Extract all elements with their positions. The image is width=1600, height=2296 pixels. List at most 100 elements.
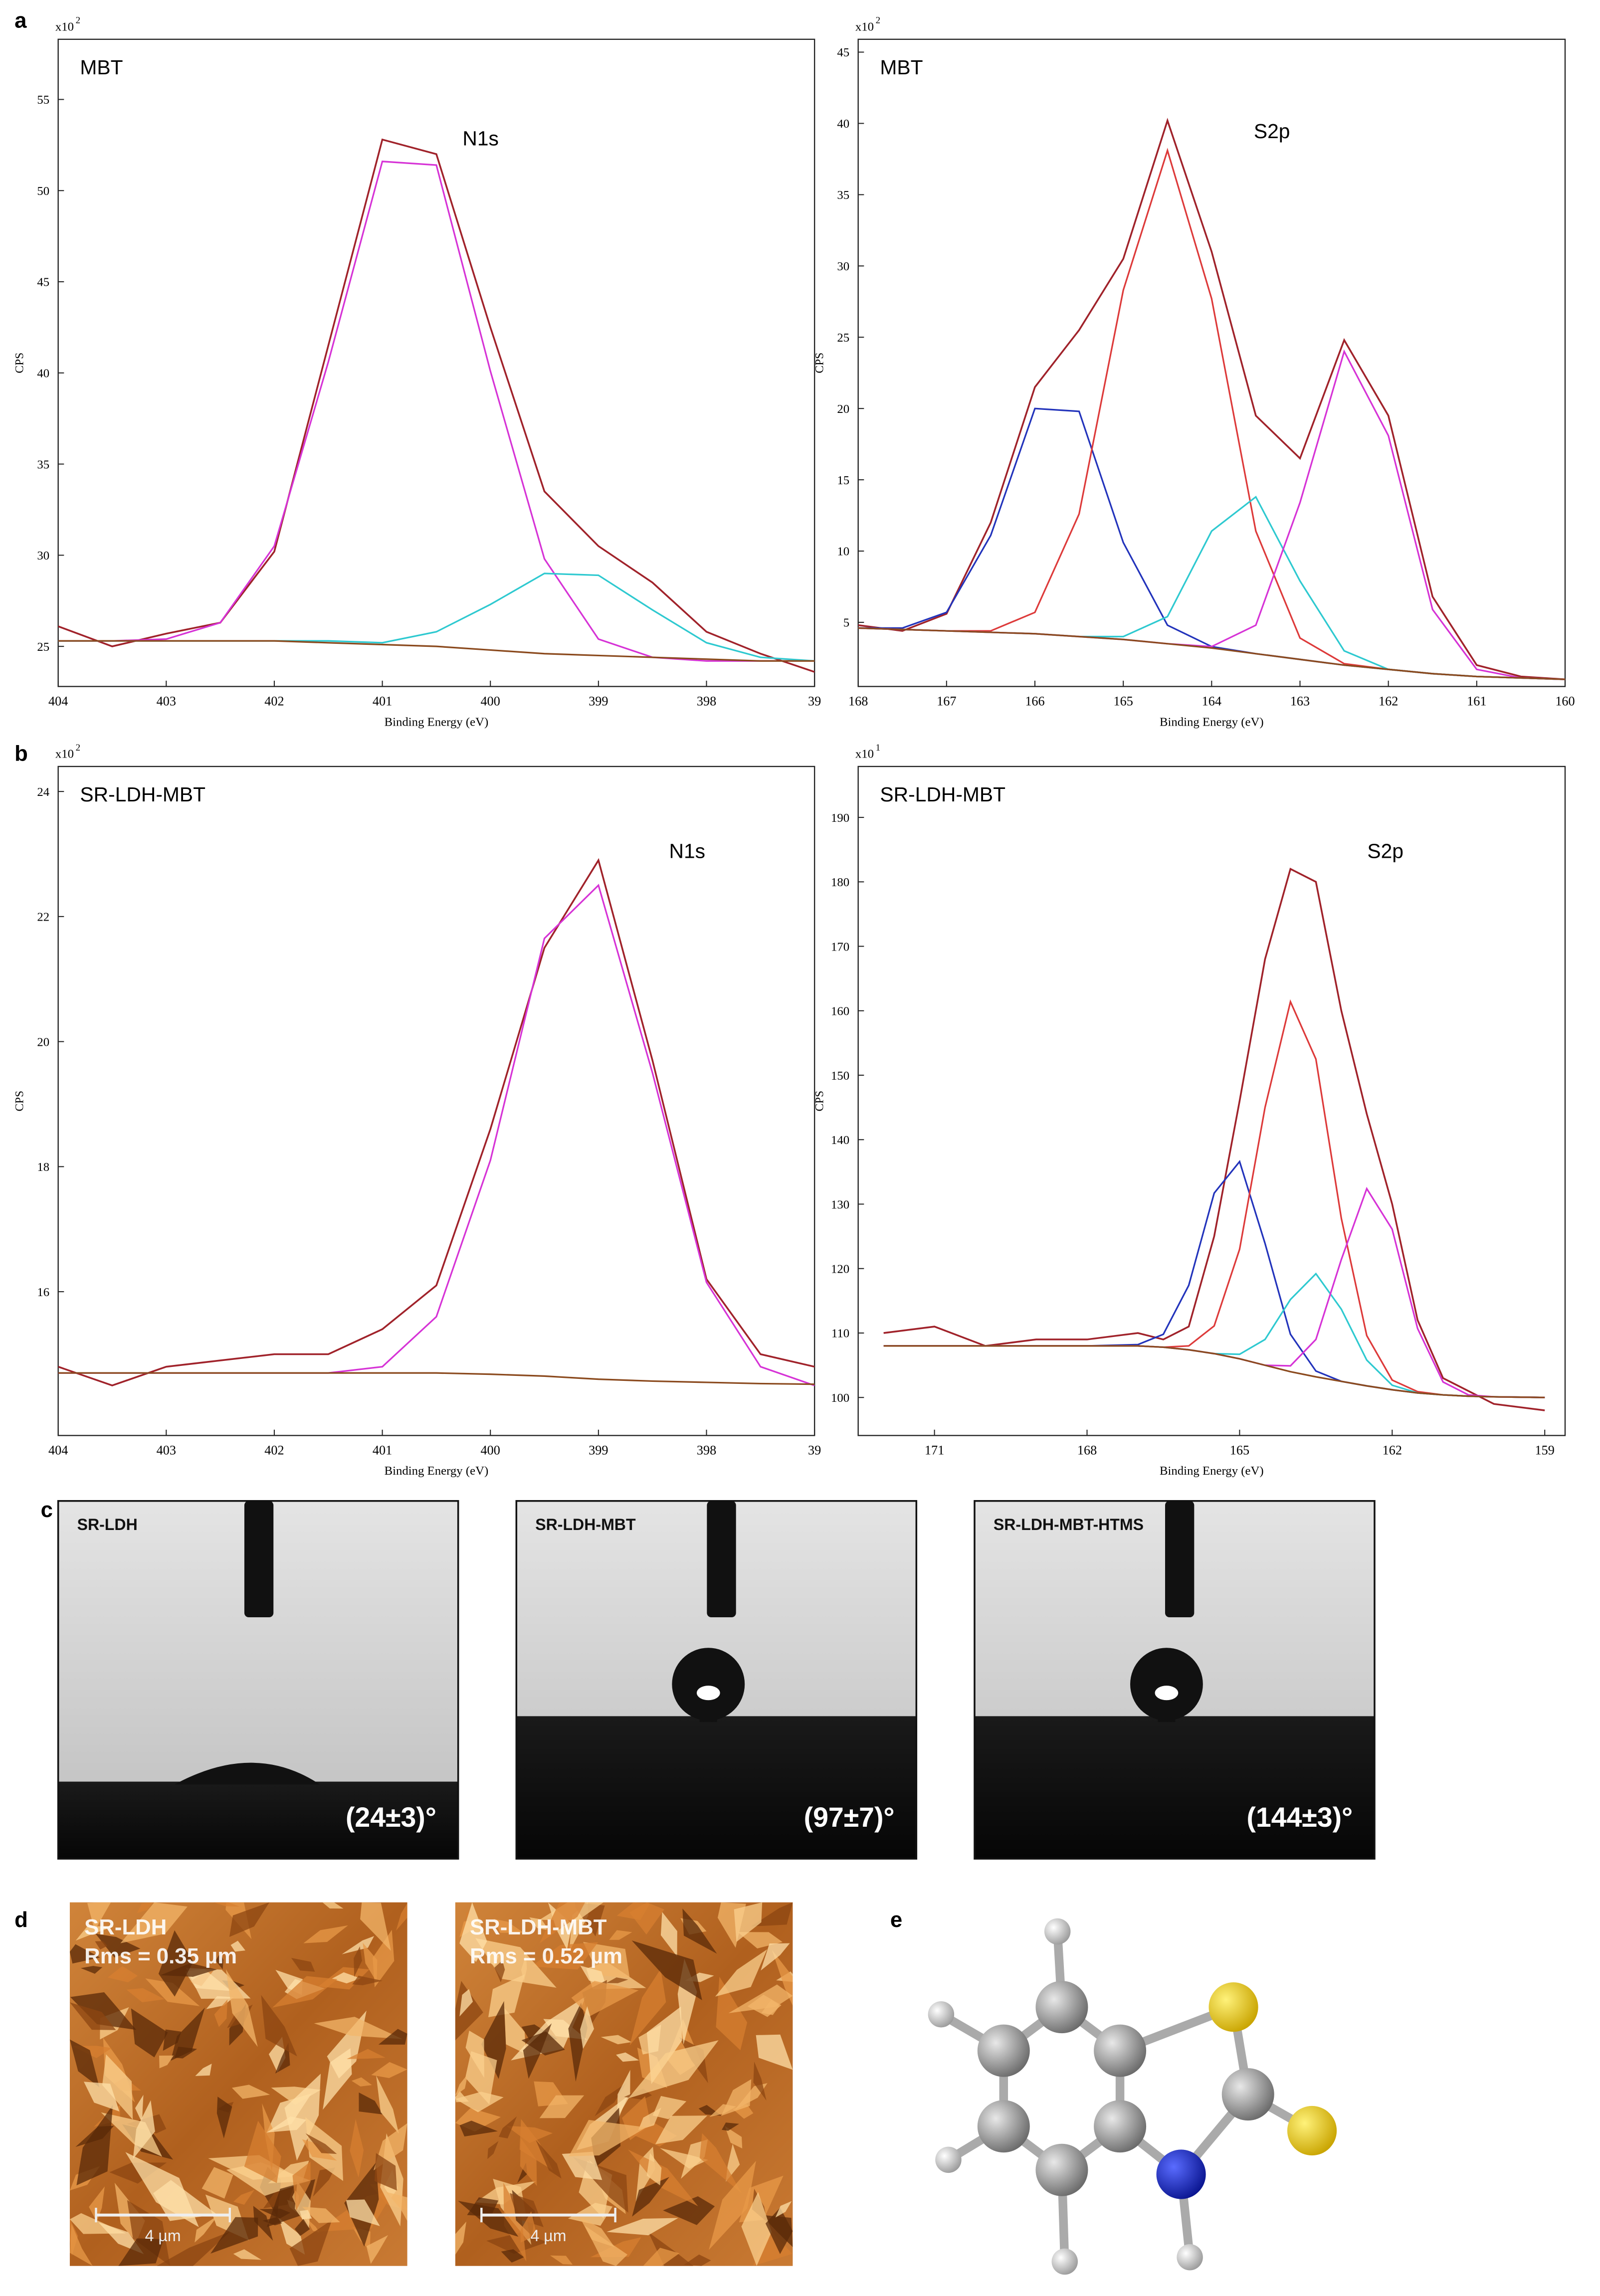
afm-texture xyxy=(89,2186,105,2222)
xps-chart: 171 168 165 162 159 100 110 120 130 140 150 160 170 1… xyxy=(813,743,1566,1478)
afm-texture xyxy=(102,2054,133,2120)
afm-texture xyxy=(352,1975,383,1985)
scale-label: 4 µm xyxy=(145,2227,181,2245)
afm-texture xyxy=(684,2254,711,2266)
afm-texture xyxy=(396,1903,407,1931)
afm-texture xyxy=(322,1902,344,1909)
contact-angle: (97±7)° xyxy=(804,1802,895,1833)
sample-label: MBT xyxy=(80,56,123,79)
y-tick-label: 25 xyxy=(837,331,849,345)
afm-texture xyxy=(80,1966,103,1974)
afm-texture xyxy=(728,1984,793,2013)
afm-texture xyxy=(174,2046,198,2059)
afm-texture xyxy=(69,1944,100,1964)
y-tick-label: 40 xyxy=(837,117,849,131)
afm-texture xyxy=(313,2167,335,2197)
series-line xyxy=(58,573,815,662)
afm-texture xyxy=(87,1902,111,1931)
afm-texture xyxy=(354,1946,362,1977)
y-tick-label: 35 xyxy=(37,458,49,471)
afm-texture xyxy=(539,2095,585,2118)
afm-texture xyxy=(725,2126,743,2149)
series-line xyxy=(58,161,815,662)
y-tick-label: 10 xyxy=(837,545,849,559)
afm-texture xyxy=(69,2002,116,2030)
afm-texture xyxy=(488,1974,525,2018)
x-tick-label: 159 xyxy=(1535,1443,1555,1457)
y-tick-label: 30 xyxy=(37,549,49,563)
afm-texture xyxy=(580,1965,606,1986)
afm-texture xyxy=(376,2075,399,2134)
x-tick-label: 400 xyxy=(481,694,500,708)
afm-texture xyxy=(120,1902,188,1943)
panel-label: d xyxy=(14,1908,28,1932)
afm-texture xyxy=(360,1902,391,1951)
afm-texture xyxy=(323,2048,352,2110)
plot-frame xyxy=(57,765,815,1436)
atom xyxy=(1221,2068,1274,2121)
afm-texture xyxy=(107,1966,138,1983)
contact-angle-image: SR-LDH-MBT-HTMS (144±3)° xyxy=(974,1500,1376,1860)
afm-texture xyxy=(722,2122,739,2131)
x-tick-label: 401 xyxy=(373,694,392,708)
x-tick-label: 399 xyxy=(589,1443,608,1457)
panel-label: a xyxy=(14,8,27,32)
y-tick-label: 20 xyxy=(837,402,849,416)
droplet xyxy=(174,1762,320,1785)
plot-frame xyxy=(57,38,815,687)
y-scale-base: x10 xyxy=(855,20,874,33)
afm-texture xyxy=(632,2177,670,2217)
afm-texture xyxy=(233,2249,262,2260)
afm-texture xyxy=(206,1996,234,2009)
y-tick-label: 40 xyxy=(37,367,49,381)
afm-texture xyxy=(628,2040,719,2099)
atom xyxy=(1094,2024,1147,2077)
x-axis-label: Binding Energy (eV) xyxy=(385,715,489,729)
afm-texture xyxy=(475,1938,557,1988)
droplet xyxy=(672,1648,745,1721)
atom xyxy=(1035,1981,1088,2034)
afm-texture xyxy=(215,1953,223,1970)
afm-label: SR-LDH-MBT xyxy=(470,1915,607,1939)
peak-label: S2p xyxy=(1254,120,1290,143)
afm-texture xyxy=(761,1943,790,1971)
afm-texture xyxy=(230,1940,245,1952)
afm-texture xyxy=(663,2196,715,2225)
contact-angle-image: SR-LDH (24±3)° xyxy=(57,1500,459,1860)
series-line xyxy=(858,118,1566,681)
afm-texture xyxy=(504,2008,526,2054)
afm-texture xyxy=(201,2167,233,2199)
afm-texture xyxy=(580,2006,595,2049)
afm-texture xyxy=(616,2052,639,2062)
atom xyxy=(1287,2105,1337,2156)
y-tick-label: 45 xyxy=(837,46,849,59)
atom xyxy=(1094,2100,1147,2153)
x-tick-label: 165 xyxy=(1230,1443,1249,1457)
y-scale-base: x10 xyxy=(855,747,874,761)
substrate xyxy=(516,1716,917,1859)
afm-texture xyxy=(455,2092,504,2112)
afm-texture xyxy=(292,2161,311,2211)
y-tick-label: 110 xyxy=(831,1327,849,1340)
afm-texture xyxy=(331,1972,361,1984)
y-tick-label: 170 xyxy=(831,940,849,954)
x-tick-label: 402 xyxy=(264,1443,284,1457)
y-tick-label: 45 xyxy=(37,276,49,289)
atom xyxy=(1035,2143,1088,2196)
afm-texture xyxy=(210,2217,258,2254)
afm-texture xyxy=(741,2192,772,2266)
afm-texture xyxy=(660,1912,677,1957)
y-tick-label: 190 xyxy=(831,811,849,825)
y-tick-label: 5 xyxy=(843,616,849,630)
afm-texture xyxy=(459,1989,473,2017)
afm-label: SR-LDH xyxy=(84,1915,167,1939)
afm-texture xyxy=(503,2182,527,2262)
afm-texture xyxy=(539,1902,585,1943)
afm-texture xyxy=(536,2139,562,2179)
afm-texture xyxy=(583,1941,630,1978)
afm-texture xyxy=(253,2206,273,2241)
substrate xyxy=(58,1781,458,1859)
atom xyxy=(977,2100,1030,2153)
afm-texture xyxy=(716,1976,748,2051)
